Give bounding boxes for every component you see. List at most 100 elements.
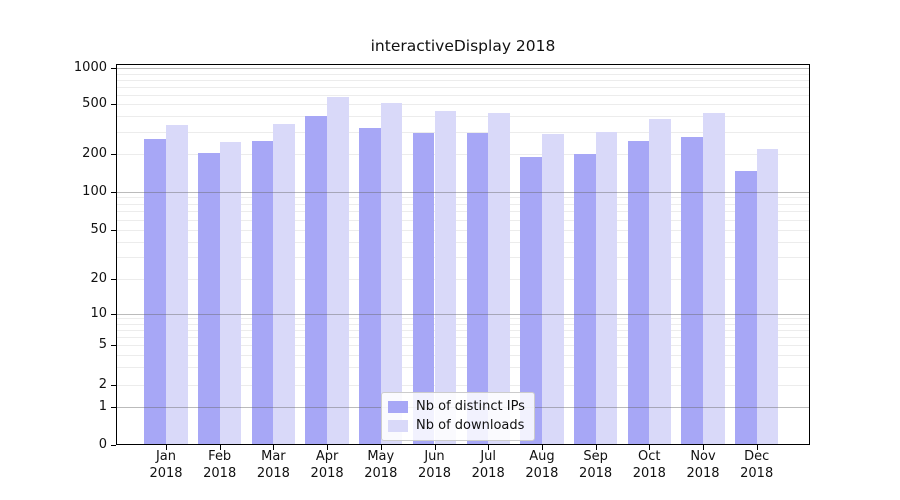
y-tick-label: 20 [90,271,107,287]
bar-nb-of-distinct-ips-apr [305,116,328,445]
minor-gridline [116,79,810,81]
x-tick-label: Feb 2018 [203,449,237,481]
x-tick-label: Jul 2018 [471,449,505,481]
y-tick-mark [111,68,116,70]
bar-nb-of-distinct-ips-nov [681,136,703,445]
legend-item-downloads: Nb of downloads [388,416,525,435]
minor-gridline [116,153,810,155]
bar-nb-of-distinct-ips-sep [573,153,596,445]
y-tick-mark [111,407,116,409]
major-gridline [116,68,810,70]
minor-gridline [116,367,810,369]
bar-nb-of-distinct-ips-oct [627,140,650,445]
legend-swatch-downloads [388,419,408,432]
major-gridline [116,313,810,315]
x-tick-label: Jan 2018 [149,449,183,481]
bar-nb-of-distinct-ips-dec [735,171,757,445]
bar-nb-of-downloads-aug [541,133,564,445]
minor-gridline [116,336,810,338]
x-tick-label: Nov 2018 [686,449,720,481]
x-tick-mark [756,445,758,450]
major-gridline [116,191,810,193]
x-tick-mark [166,445,167,450]
x-tick-label: May 2018 [364,449,398,481]
minor-gridline [116,257,810,259]
bar-nb-of-downloads-mar [273,124,296,445]
bar-nb-of-downloads-jan [166,125,188,445]
y-tick-label: 2 [98,376,107,392]
bar-nb-of-downloads-nov [703,112,725,445]
bar-nb-of-distinct-ips-aug [520,156,542,445]
chart-title: interactiveDisplay 2018 [370,37,556,55]
bar-nb-of-downloads-oct [649,118,671,445]
y-tick-mark [111,344,116,346]
minor-gridline [116,211,810,213]
y-tick-label: 10 [90,305,107,321]
minor-gridline [116,219,810,221]
minor-gridline [116,318,810,320]
minor-gridline [116,94,810,96]
bar-nb-of-distinct-ips-jul [466,132,489,445]
bar-nb-of-distinct-ips-may [359,127,381,445]
bar-nb-of-distinct-ips-feb [198,152,220,445]
bar-nb-of-distinct-ips-jun [412,132,435,445]
minor-gridline [116,354,810,356]
x-tick-mark [488,445,490,450]
x-tick-label: Jun 2018 [417,449,452,481]
x-tick-mark [541,445,543,450]
minor-gridline [116,279,810,281]
bar-nb-of-downloads-dec [756,149,779,445]
y-tick-label: 200 [82,145,107,161]
y-tick-label: 500 [82,96,107,112]
y-tick-label: 1 [98,399,107,415]
bar-nb-of-distinct-ips-mar [251,140,274,445]
minor-gridline [116,132,810,133]
y-tick-mark [111,229,116,231]
y-tick-mark [111,445,116,446]
x-tick-mark [595,445,597,450]
x-tick-mark [380,445,382,450]
y-tick-mark [111,104,116,106]
minor-gridline [116,203,810,205]
bar-nb-of-downloads-feb [219,141,242,445]
x-tick-label: Aug 2018 [525,449,559,481]
minor-gridline [116,229,810,231]
minor-gridline [116,116,810,118]
y-tick-label: 100 [82,183,107,199]
legend-label-downloads: Nb of downloads [416,418,525,433]
y-tick-mark [111,384,116,386]
y-tick-mark [111,279,116,281]
x-tick-label: Mar 2018 [256,449,290,481]
x-tick-mark [219,445,221,450]
bar-nb-of-downloads-sep [595,132,618,445]
bar-nb-of-downloads-jul [488,112,510,445]
minor-gridline [116,323,810,325]
minor-gridline [116,241,810,243]
minor-gridline [116,329,810,331]
y-tick-mark [111,191,116,193]
y-tick-mark [111,153,116,155]
bar-nb-of-downloads-jun [434,110,457,445]
x-tick-mark [434,445,436,450]
legend-label-distinct-ips: Nb of distinct IPs [416,399,525,414]
legend: Nb of distinct IPs Nb of downloads [381,392,535,441]
x-tick-label: Dec 2018 [740,449,774,481]
minor-gridline [116,73,810,75]
y-tick-label: 5 [98,336,107,352]
minor-gridline [116,384,810,386]
minor-gridline [116,197,810,199]
x-tick-mark [649,445,651,450]
x-tick-label: Apr 2018 [310,449,344,481]
x-tick-label: Sep 2018 [579,449,613,481]
legend-item-distinct-ips: Nb of distinct IPs [388,397,525,416]
bar-nb-of-downloads-apr [327,97,349,445]
x-tick-mark [327,445,329,450]
x-tick-label: Oct 2018 [632,449,666,481]
y-tick-mark [111,313,116,315]
bar-nb-of-downloads-may [380,102,403,445]
x-tick-mark [703,445,704,450]
minor-gridline [116,104,810,106]
y-tick-label: 1000 [73,60,107,76]
x-tick-mark [273,445,275,450]
